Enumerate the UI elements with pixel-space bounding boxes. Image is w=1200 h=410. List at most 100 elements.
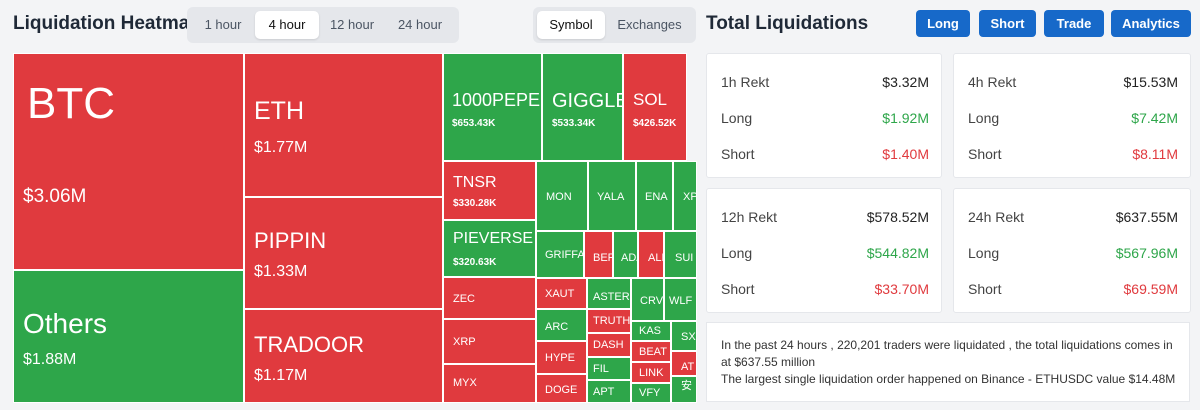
rekt-total-row: 1h Rekt $3.32M [721, 74, 929, 94]
tile-symbol: HYPE [545, 352, 575, 364]
heatmap-tile-griffai[interactable]: GRIFFAI [536, 231, 584, 278]
tab-symbol[interactable]: Symbol [537, 11, 605, 39]
rekt-value: $1.92M [882, 110, 929, 126]
rekt-value: $33.70M [874, 281, 929, 297]
long-button[interactable]: Long [916, 10, 970, 37]
rekt-value: $3.32M [882, 74, 929, 90]
heatmap-tile-apt[interactable]: APT [587, 380, 631, 403]
heatmap-title: Liquidation Heatmap [13, 13, 201, 34]
heatmap-tile-eth[interactable]: ETH $1.77M [244, 53, 443, 197]
rekt-value: $7.42M [1131, 110, 1178, 126]
tile-symbol: SOL [633, 90, 668, 109]
rekt-label: 24h Rekt [968, 209, 1025, 225]
trade-button[interactable]: Trade [1044, 10, 1104, 37]
tile-symbol: PIEVERSE [453, 230, 534, 247]
tile-symbol: VFY [639, 387, 661, 399]
tile-symbol: ZEC [453, 293, 475, 305]
heatmap-tile-beat[interactable]: BEAT [631, 341, 671, 362]
summary-line-2: The largest single liquidation order hap… [721, 372, 1176, 386]
tile-symbol: DASH [593, 339, 624, 351]
heatmap-tile-ena[interactable]: ENA [636, 161, 673, 231]
tile-symbol: CRV [640, 295, 664, 307]
heatmap-tile-1000pepe[interactable]: 1000PEPE $653.43K [443, 53, 542, 161]
total-liquidations-title: Total Liquidations [706, 13, 869, 34]
tile-symbol: AT [681, 361, 695, 373]
rekt-long-row: Long $7.42M [968, 110, 1178, 130]
heatmap-tile-all[interactable]: ALL [638, 231, 664, 278]
heatmap-tile-xaut[interactable]: XAUT [536, 278, 587, 309]
heatmap-tile-hype[interactable]: HYPE [536, 341, 587, 374]
tile-symbol: TRADOOR [254, 332, 364, 357]
heatmap-tile-mon[interactable]: MON [536, 161, 588, 231]
rekt-total-row: 12h Rekt $578.52M [721, 209, 929, 229]
tile-symbol: ENA [645, 191, 668, 203]
tile-value: $1.17M [254, 367, 308, 384]
tab-4-hour[interactable]: 4 hour [255, 11, 319, 39]
heatmap-tile-sx[interactable]: SX [671, 321, 697, 351]
heatmap-tile-dash[interactable]: DASH [587, 333, 631, 357]
heatmap-tile-sui[interactable]: SUI [664, 231, 697, 278]
heatmap-tile-pippin[interactable]: PIPPIN $1.33M [244, 197, 443, 309]
heatmap-tile-others[interactable]: Others $1.88M [13, 270, 244, 403]
heatmap-tile-xrp[interactable]: XRP [443, 319, 536, 364]
heatmap-tile-arc[interactable]: ARC [536, 309, 587, 341]
short-button[interactable]: Short [979, 10, 1036, 37]
tile-symbol: XAUT [545, 288, 575, 300]
heatmap-tile-xp[interactable]: XP [673, 161, 697, 231]
tile-value: $3.06M [23, 186, 87, 207]
heatmap-tile-giggle[interactable]: GIGGLE $533.34K [542, 53, 623, 161]
rekt-long-row: Long $567.96M [968, 245, 1178, 265]
heatmap-tile-sol[interactable]: SOL $426.52K [623, 53, 687, 161]
heatmap-tile-ber[interactable]: BER [584, 231, 613, 278]
rekt-card-1h: 1h Rekt $3.32M Long $1.92M Short $1.40M [706, 53, 942, 178]
heatmap-tile-kas[interactable]: KAS [631, 321, 671, 341]
heatmap-tile-pieverse[interactable]: PIEVERSE $320.63K [443, 220, 536, 277]
tile-symbol: 安 [681, 380, 692, 392]
heatmap-tile-btc[interactable]: BTC $3.06M [13, 53, 244, 270]
heatmap-tile-fil[interactable]: FIL [587, 357, 631, 380]
heatmap-tile-tnsr[interactable]: TNSR $330.28K [443, 161, 536, 220]
heatmap-tile-ada[interactable]: ADA [613, 231, 638, 278]
rekt-value: $544.82M [866, 245, 929, 261]
tile-symbol: ALL [648, 252, 663, 264]
heatmap-tile-crv[interactable]: CRV [631, 278, 664, 321]
heatmap-tile-wlf[interactable]: WLF [664, 278, 697, 321]
rekt-long-row: Long $1.92M [721, 110, 929, 130]
rekt-value: $578.52M [866, 209, 929, 225]
rekt-value: $637.55M [1115, 209, 1178, 225]
heatmap-tile-yala[interactable]: YALA [588, 161, 636, 231]
tile-symbol: ASTER [593, 291, 630, 303]
heatmap-tile-vfy[interactable]: VFY [631, 383, 671, 403]
tab-24-hour[interactable]: 24 hour [397, 17, 443, 32]
heatmap-tile-aster[interactable]: ASTER [587, 278, 631, 309]
rekt-value: $567.96M [1115, 245, 1178, 261]
view-tabs: Symbol Exchanges [533, 7, 696, 43]
heatmap-tile-myx[interactable]: MYX [443, 364, 536, 403]
heatmap-tile-at[interactable]: AT [671, 351, 697, 376]
tile-symbol: GRIFFAI [545, 249, 584, 261]
tile-symbol: ADA [621, 252, 637, 264]
tile-value: $426.52K [633, 118, 677, 129]
tile-value: $1.88M [23, 351, 77, 368]
liquidation-heatmap: BTC $3.06M Others $1.88M ETH $1.77M PIPPIN $1.3… [13, 53, 697, 403]
tile-symbol: WLF [669, 295, 693, 307]
analytics-button[interactable]: Analytics [1111, 10, 1191, 37]
tab-1-hour[interactable]: 1 hour [204, 17, 242, 32]
heatmap-tile-安[interactable]: 安 [671, 376, 697, 403]
tab-exchanges[interactable]: Exchanges [617, 17, 682, 32]
rekt-long-row: Long $544.82M [721, 245, 929, 265]
tile-symbol: TNSR [453, 174, 497, 191]
tile-value: $1.77M [254, 139, 308, 156]
heatmap-tile-tradoor[interactable]: TRADOOR $1.17M [244, 309, 443, 403]
tile-value: $533.34K [552, 118, 596, 129]
heatmap-tile-truth[interactable]: TRUTH [587, 309, 631, 333]
heatmap-tile-doge[interactable]: DOGE [536, 374, 587, 403]
rekt-card-24h: 24h Rekt $637.55M Long $567.96M Short $69.59M [953, 188, 1191, 313]
tile-symbol: APT [593, 386, 615, 398]
tile-value: $320.63K [453, 257, 497, 268]
tab-12-hour[interactable]: 12 hour [329, 17, 375, 32]
heatmap-tile-zec[interactable]: ZEC [443, 277, 536, 319]
rekt-value: $1.40M [882, 146, 929, 162]
tile-symbol: MYX [453, 377, 477, 389]
heatmap-tile-link[interactable]: LINK [631, 362, 671, 383]
